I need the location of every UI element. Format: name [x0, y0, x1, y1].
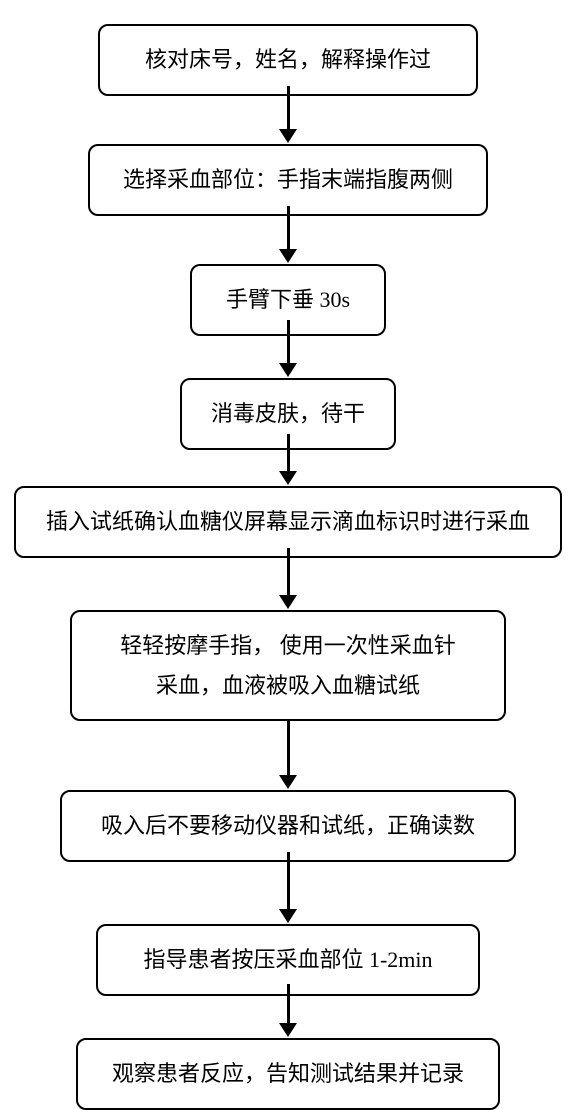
flow-node-7: 吸入后不要移动仪器和试纸，正确读数 [60, 790, 516, 862]
flow-arrow-8 [279, 984, 297, 1037]
flow-arrow-1 [279, 86, 297, 143]
node-label: 手臂下垂 30s [226, 280, 350, 320]
flow-node-2: 选择采血部位：手指末端指腹两侧 [88, 144, 488, 216]
flow-arrow-6 [279, 720, 297, 789]
node-label: 核对床号，姓名，解释操作过 [145, 40, 431, 80]
node-label: 吸入后不要移动仪器和试纸，正确读数 [101, 806, 475, 846]
node-label: 观察患者反应，告知测试结果并记录 [112, 1054, 464, 1094]
node-label: 消毒皮肤，待干 [211, 394, 365, 434]
node-label: 插入试纸确认血糖仪屏幕显示滴血标识时进行采血 [46, 502, 530, 542]
flowchart-container: 核对床号，姓名，解释操作过 选择采血部位：手指末端指腹两侧 手臂下垂 30s 消… [0, 0, 576, 1104]
flow-node-1: 核对床号，姓名，解释操作过 [98, 24, 478, 96]
flow-arrow-2 [279, 206, 297, 263]
node-label: 轻轻按摩手指， 使用一次性采血针 采血，血液被吸入血糖试纸 [120, 626, 456, 705]
flow-arrow-4 [279, 434, 297, 485]
node-label: 指导患者按压采血部位 1-2min [143, 940, 432, 980]
flow-node-6: 轻轻按摩手指， 使用一次性采血针 采血，血液被吸入血糖试纸 [70, 610, 506, 721]
flow-arrow-7 [279, 852, 297, 923]
node-label: 选择采血部位：手指末端指腹两侧 [123, 160, 453, 200]
flow-node-9: 观察患者反应，告知测试结果并记录 [76, 1038, 500, 1110]
flow-node-5: 插入试纸确认血糖仪屏幕显示滴血标识时进行采血 [14, 486, 562, 558]
flow-arrow-3 [279, 320, 297, 377]
flow-arrow-5 [279, 548, 297, 609]
